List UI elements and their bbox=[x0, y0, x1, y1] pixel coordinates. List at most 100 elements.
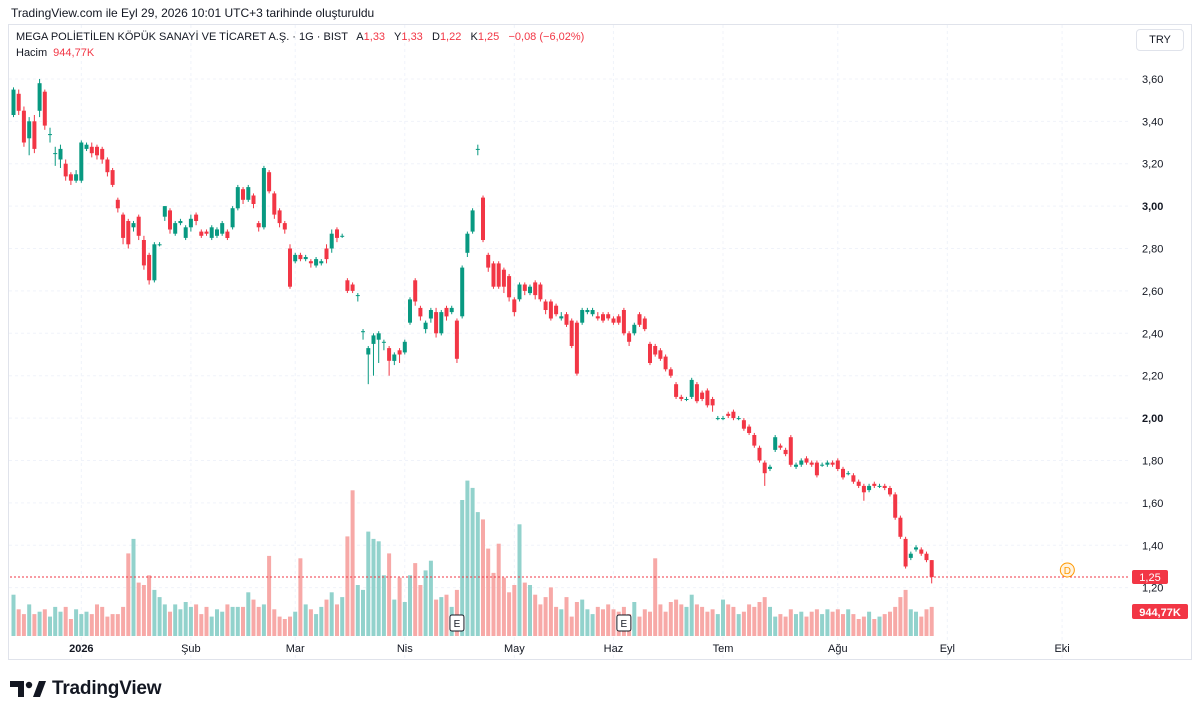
candle bbox=[37, 78, 42, 118]
candle-body bbox=[679, 396, 684, 399]
volume-bar bbox=[757, 602, 762, 636]
candle-body bbox=[282, 223, 287, 230]
candle-body bbox=[585, 310, 590, 313]
candle bbox=[893, 492, 898, 520]
candle bbox=[637, 312, 642, 327]
volume-value: 944,77K bbox=[53, 47, 95, 59]
volume-bar bbox=[590, 614, 595, 636]
candle bbox=[611, 316, 616, 325]
candle-body bbox=[241, 189, 245, 200]
candle bbox=[272, 191, 277, 219]
candle bbox=[601, 312, 605, 323]
candle-body bbox=[434, 312, 439, 334]
candle bbox=[408, 297, 412, 325]
candle-body bbox=[157, 244, 162, 246]
candle-body bbox=[491, 263, 496, 287]
candle-body bbox=[27, 121, 32, 139]
candle bbox=[256, 220, 261, 232]
candle-body bbox=[580, 310, 585, 323]
candle bbox=[188, 214, 193, 232]
candle-body bbox=[825, 462, 830, 465]
volume-bar bbox=[21, 614, 26, 636]
candle bbox=[470, 208, 475, 234]
candle bbox=[434, 307, 439, 338]
tradingview-logo[interactable]: TradingView bbox=[10, 678, 162, 700]
last-volume-label: 944,77K bbox=[1139, 607, 1181, 619]
candle bbox=[329, 229, 334, 253]
candle bbox=[867, 483, 872, 493]
volume-bar bbox=[173, 604, 178, 636]
candle bbox=[663, 354, 668, 372]
candle-body bbox=[893, 494, 898, 518]
candle bbox=[898, 515, 903, 539]
candle bbox=[648, 341, 652, 366]
candle-body bbox=[293, 254, 298, 262]
price-tick-label: 1,80 bbox=[1142, 455, 1163, 467]
candle bbox=[841, 466, 845, 480]
candle-body bbox=[95, 146, 99, 156]
volume-bar bbox=[679, 604, 684, 636]
price-tick-label: 1,40 bbox=[1142, 540, 1163, 552]
earnings-marker-label: E bbox=[621, 619, 628, 630]
candle bbox=[830, 460, 835, 467]
volume-bar bbox=[715, 614, 720, 636]
candle bbox=[908, 551, 913, 561]
volume-bar bbox=[914, 611, 918, 636]
candle bbox=[632, 322, 637, 336]
candle bbox=[528, 284, 532, 296]
volume-bar bbox=[658, 604, 663, 636]
volume-bar bbox=[288, 616, 292, 636]
volume-bar bbox=[53, 606, 58, 636]
volume-bar bbox=[272, 609, 277, 636]
volume-bar bbox=[522, 582, 527, 636]
candle-body bbox=[814, 462, 819, 476]
dividend-marker-label: D bbox=[1064, 566, 1071, 577]
candle bbox=[929, 560, 934, 584]
candle bbox=[621, 307, 626, 336]
candle-body bbox=[277, 210, 282, 224]
candle-body bbox=[621, 310, 626, 334]
price-axis: 3,60 3,40 3,20 3,00 2,80 2,60 2,40 2,20 2,00 1,80… bbox=[1142, 74, 1163, 595]
volume-bar bbox=[95, 604, 99, 636]
currency-button[interactable]: TRY bbox=[1136, 29, 1184, 51]
candle-body bbox=[131, 223, 136, 228]
candle bbox=[340, 233, 345, 238]
candle bbox=[825, 460, 830, 467]
volume-bar bbox=[559, 609, 564, 636]
candle bbox=[58, 144, 63, 168]
candle bbox=[721, 415, 725, 421]
volume-label[interactable]: Hacim bbox=[16, 47, 48, 59]
candle bbox=[814, 460, 819, 478]
candle-body bbox=[914, 547, 918, 550]
volume-bar bbox=[481, 519, 485, 636]
candle bbox=[319, 259, 324, 266]
volume-bar bbox=[908, 609, 913, 636]
candle-body bbox=[21, 110, 26, 143]
volume-bar bbox=[898, 597, 903, 636]
candle-body bbox=[778, 445, 783, 448]
volume-bar bbox=[705, 611, 710, 636]
candle bbox=[68, 172, 73, 185]
volume-bar bbox=[835, 609, 840, 636]
volume-bar bbox=[721, 599, 725, 636]
candle bbox=[251, 193, 256, 209]
volume-bar bbox=[230, 606, 235, 636]
volume-bar bbox=[335, 604, 339, 636]
candle bbox=[392, 352, 397, 366]
volume-bar bbox=[126, 553, 131, 636]
earnings-marker: E bbox=[616, 614, 632, 632]
last-price-label: 1,25 bbox=[1139, 572, 1160, 584]
volume-bar bbox=[355, 585, 360, 636]
candle-body bbox=[355, 295, 360, 297]
candle bbox=[131, 220, 136, 232]
volume-bar bbox=[74, 609, 79, 636]
volume-bar bbox=[397, 577, 402, 636]
candle-body bbox=[408, 299, 412, 323]
volume-bar bbox=[37, 611, 42, 636]
candle bbox=[361, 329, 365, 340]
volume-bar bbox=[329, 592, 334, 636]
symbol-name[interactable]: MEGA POLİETİLEN KÖPÜK SANAYİ VE TİCARET … bbox=[16, 31, 348, 43]
volume-bar bbox=[820, 614, 825, 636]
candle bbox=[877, 483, 882, 489]
